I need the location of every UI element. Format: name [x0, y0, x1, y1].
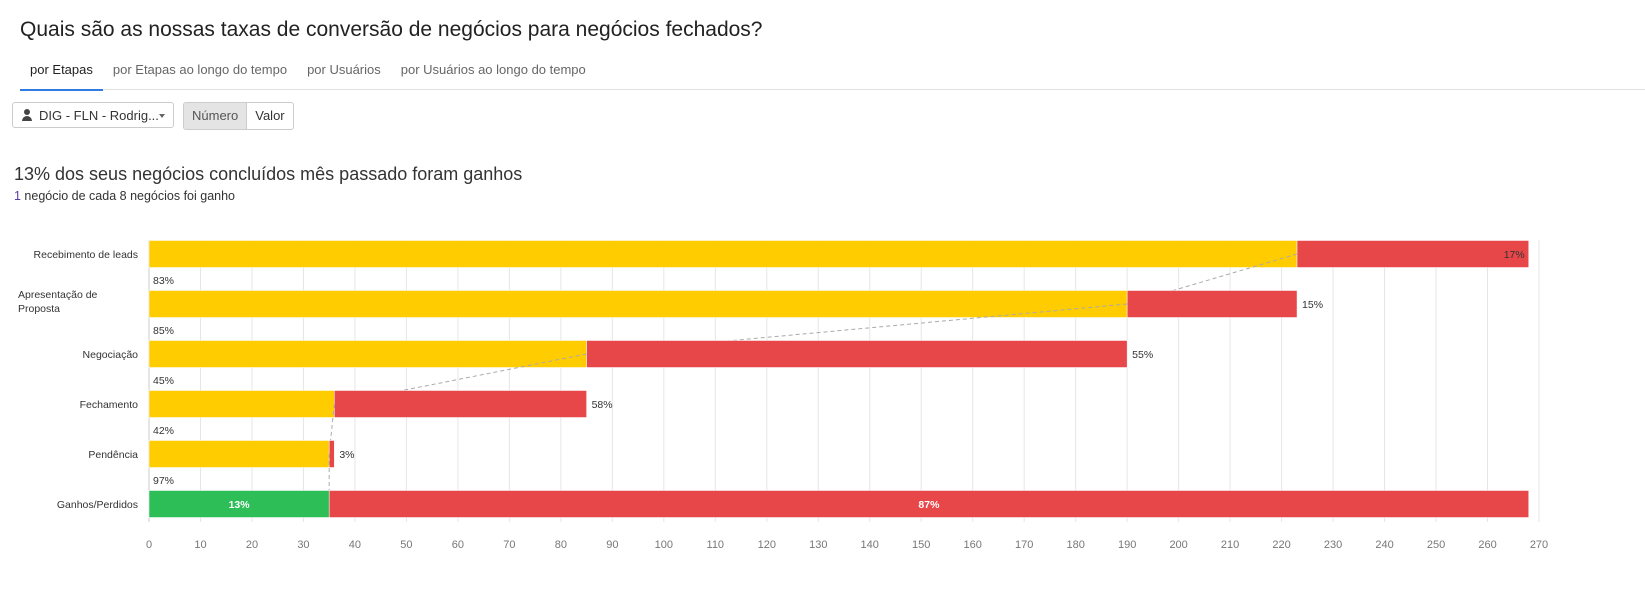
user-icon — [21, 109, 33, 121]
x-tick-label: 210 — [1221, 539, 1239, 551]
lost-label: 87% — [918, 499, 940, 511]
category-label: Negociação — [83, 349, 139, 361]
lost-bar — [586, 340, 1128, 368]
tab-por-usuarios[interactable]: por Usuários — [307, 62, 381, 77]
tab-por-etapas-tempo[interactable]: por Etapas ao longo do tempo — [112, 62, 288, 77]
advanced-bar — [148, 340, 587, 368]
won-count: 1 — [14, 189, 21, 203]
lost-bar — [334, 390, 587, 418]
x-tick-label: 140 — [861, 539, 879, 551]
summary-sub-text: negócio de cada 8 negócios foi ganho — [20, 189, 236, 203]
advanced-bar — [148, 390, 335, 418]
tab-por-usuarios-tempo[interactable]: por Usuários ao longo do tempo — [400, 62, 586, 77]
conversion-connector — [328, 403, 335, 455]
x-tick-label: 50 — [400, 539, 412, 551]
lost-bar — [1126, 290, 1298, 318]
lost-label: 3% — [339, 449, 354, 461]
tab-bar: por Etapas por Etapas ao longo do tempo … — [20, 52, 1645, 91]
summary-sub: 1 negócio de cada 8 negócios foi ganho — [14, 189, 235, 203]
page-title: Quais são as nossas taxas de conversão d… — [20, 18, 763, 41]
category-label: Ganhos/Perdidos — [57, 499, 138, 511]
category-label: Apresentação de — [18, 289, 98, 301]
chevron-down-icon — [159, 114, 165, 121]
won-bar — [148, 490, 330, 518]
category-label: Proposta — [18, 303, 60, 315]
conversion-connector — [334, 353, 587, 405]
numero-button[interactable]: Número — [184, 103, 248, 129]
conversion-label: 83% — [153, 275, 174, 287]
advanced-bar — [148, 290, 1128, 318]
x-tick-label: 270 — [1530, 539, 1548, 551]
x-tick-label: 150 — [912, 539, 930, 551]
lost-label: 58% — [592, 399, 613, 411]
lost-label: 15% — [1302, 299, 1323, 311]
won-label: 13% — [229, 499, 251, 511]
conversion-label: 97% — [153, 475, 174, 487]
x-tick-label: 90 — [606, 539, 618, 551]
x-tick-label: 20 — [246, 539, 258, 551]
x-tick-label: 190 — [1118, 539, 1136, 551]
x-tick-label: 0 — [146, 539, 152, 551]
x-tick-label: 110 — [707, 539, 725, 551]
user-select-value: DIG - FLN - Rodrig... — [39, 107, 159, 123]
category-label: Pendência — [88, 449, 138, 461]
x-tick-label: 80 — [555, 539, 567, 551]
conversion-label: 85% — [153, 325, 174, 337]
conversion-label: 42% — [153, 425, 174, 437]
x-tick-label: 160 — [964, 539, 982, 551]
lost-bar — [1296, 240, 1529, 268]
summary-headline: 13% dos seus negócios concluídos mês pas… — [14, 164, 523, 184]
x-tick-label: 250 — [1427, 539, 1445, 551]
category-label: Recebimento de leads — [34, 249, 138, 261]
lost-label: 17% — [1504, 249, 1525, 261]
x-tick-label: 230 — [1324, 539, 1342, 551]
lost-bar — [328, 490, 1529, 518]
lost-label: 55% — [1132, 349, 1153, 361]
user-select[interactable]: DIG - FLN - Rodrig... — [12, 102, 174, 128]
tab-por-etapas[interactable]: por Etapas — [20, 52, 103, 91]
lost-bar — [328, 440, 335, 468]
x-tick-label: 70 — [503, 539, 515, 551]
x-tick-label: 30 — [297, 539, 309, 551]
metric-toggle: Número Valor — [183, 102, 294, 130]
x-tick-label: 120 — [758, 539, 776, 551]
x-tick-label: 40 — [349, 539, 361, 551]
x-tick-label: 60 — [452, 539, 464, 551]
valor-button[interactable]: Valor — [255, 108, 285, 123]
x-tick-label: 220 — [1272, 539, 1290, 551]
x-tick-label: 180 — [1066, 539, 1084, 551]
x-tick-label: 170 — [1015, 539, 1033, 551]
x-tick-label: 100 — [655, 539, 673, 551]
conversion-label: 45% — [153, 375, 174, 387]
category-label: Fechamento — [80, 399, 139, 411]
advanced-bar — [148, 240, 1298, 268]
x-tick-label: 240 — [1375, 539, 1393, 551]
x-tick-label: 10 — [194, 539, 206, 551]
advanced-bar — [148, 440, 330, 468]
x-tick-label: 200 — [1169, 539, 1187, 551]
x-tick-label: 260 — [1478, 539, 1496, 551]
x-tick-label: 130 — [809, 539, 827, 551]
